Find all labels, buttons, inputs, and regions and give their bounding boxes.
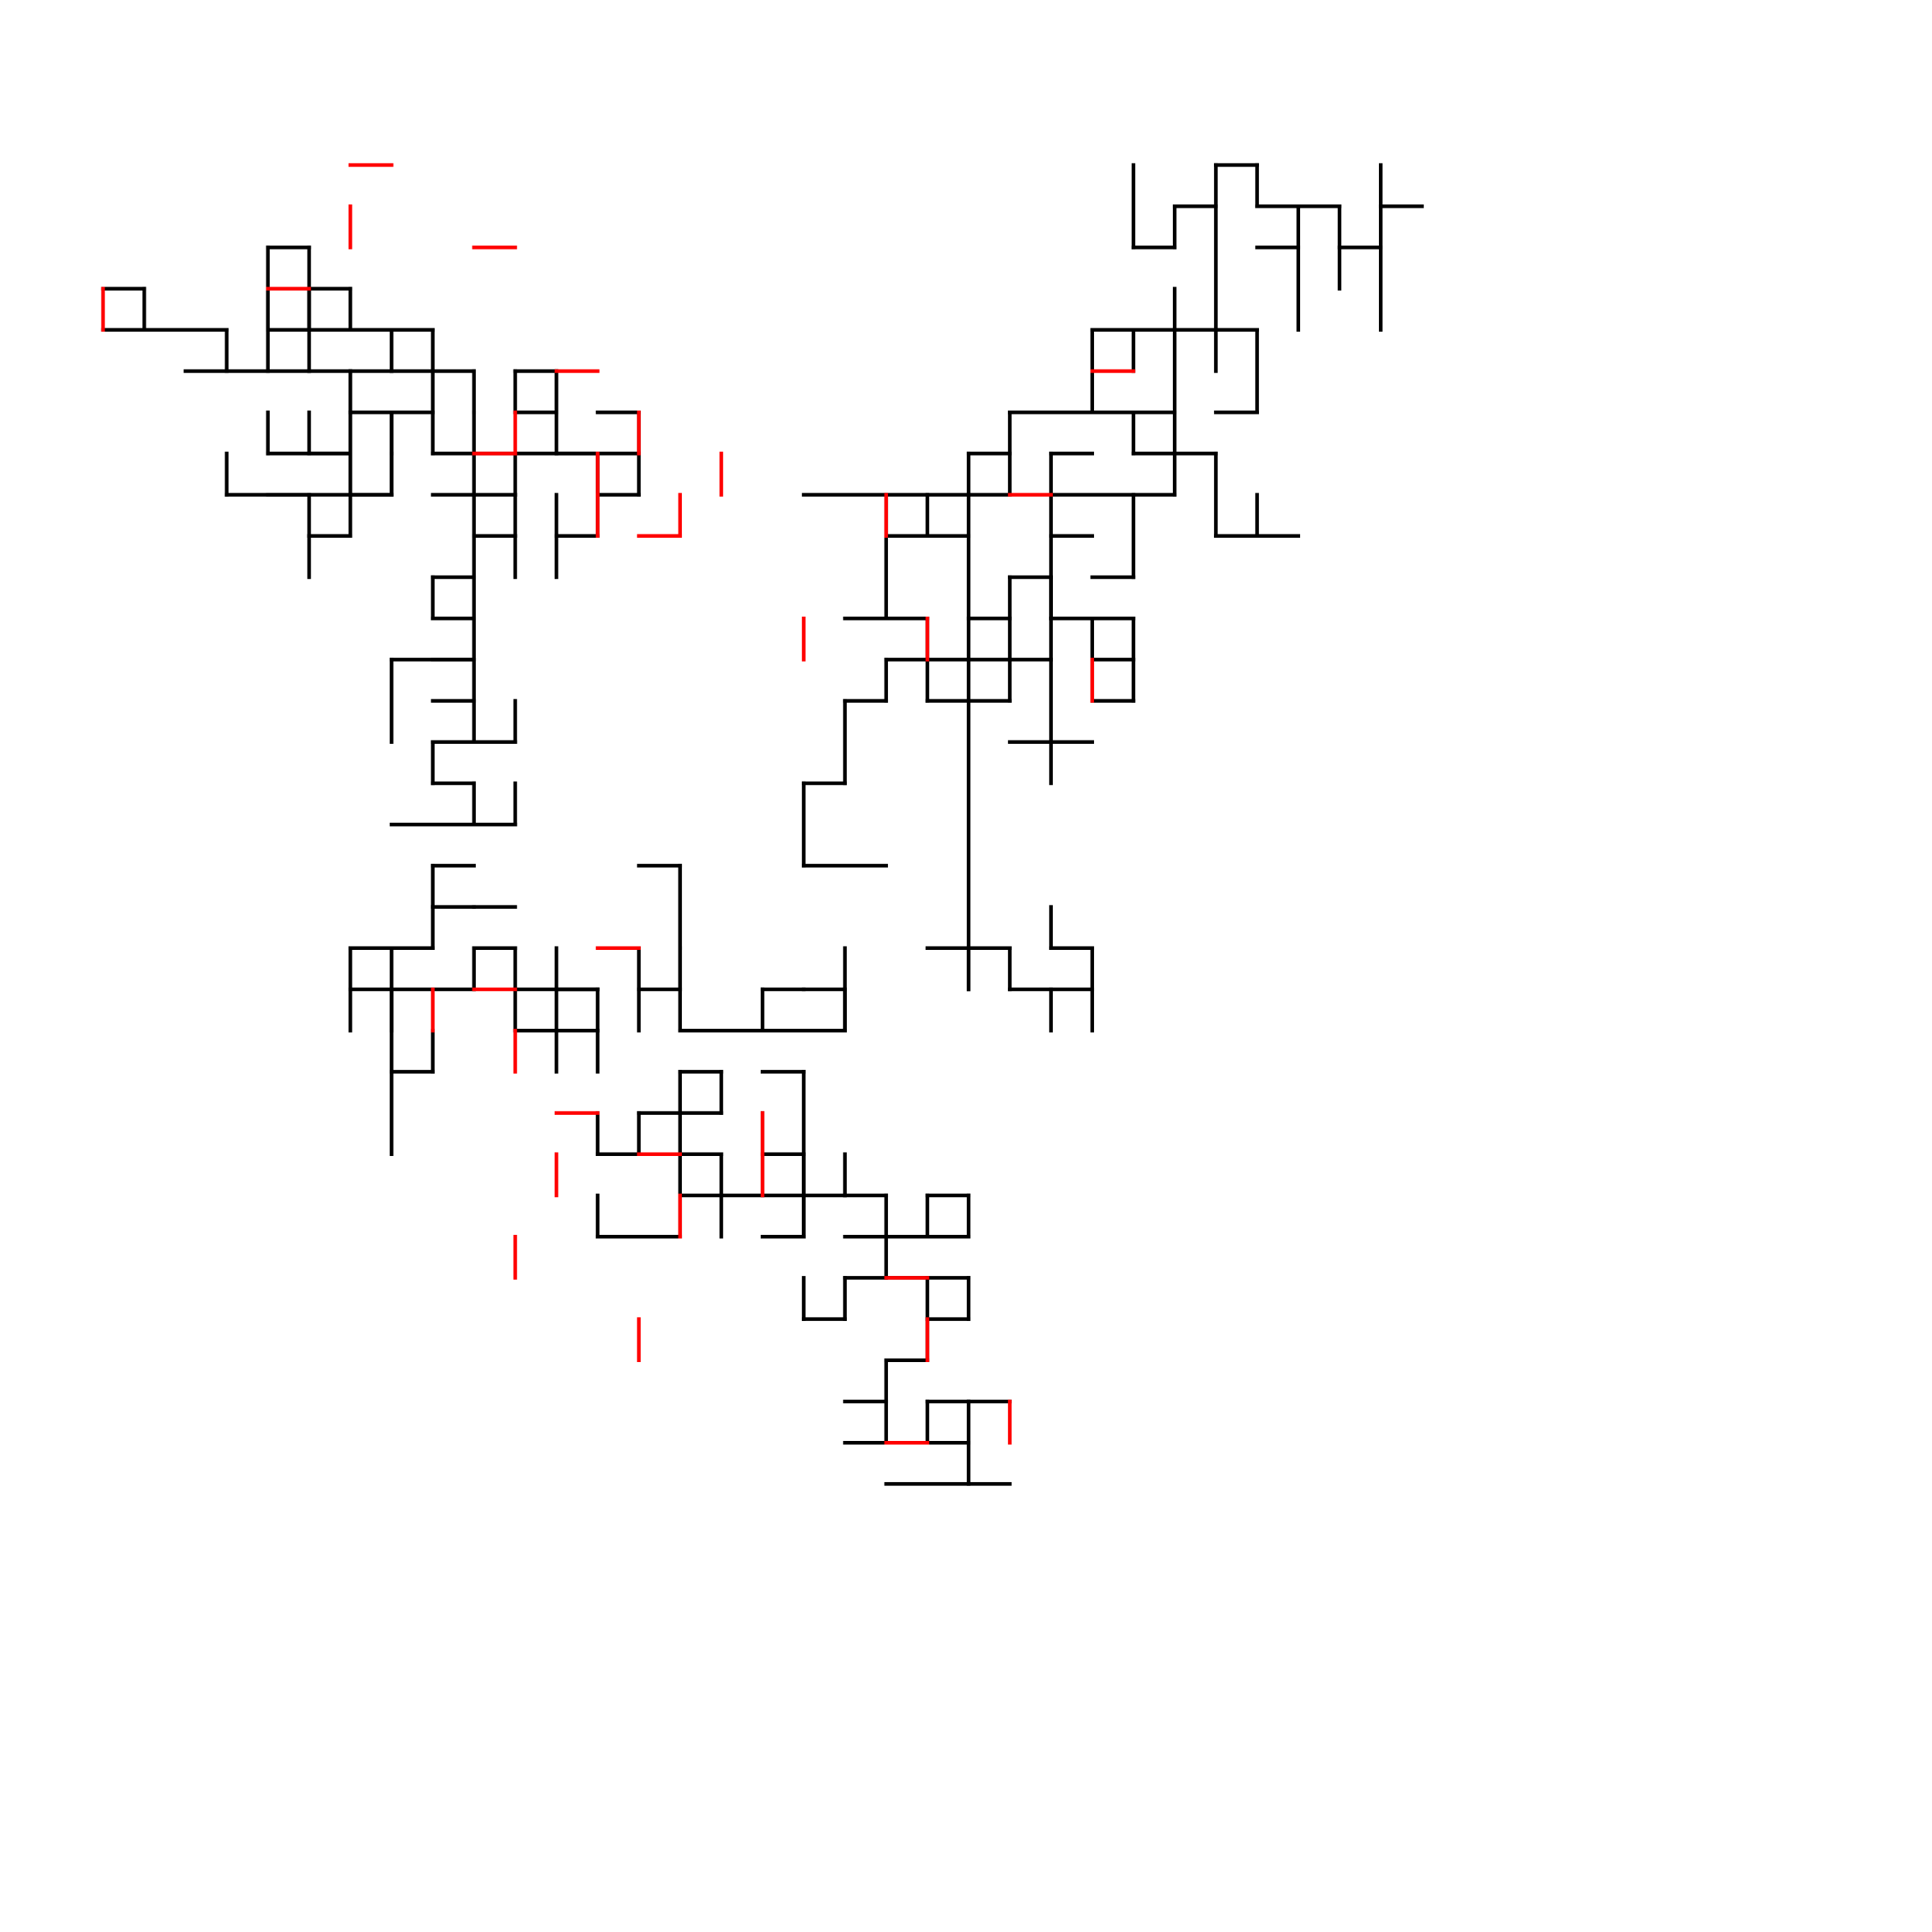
bond-layer (101, 163, 1424, 1486)
